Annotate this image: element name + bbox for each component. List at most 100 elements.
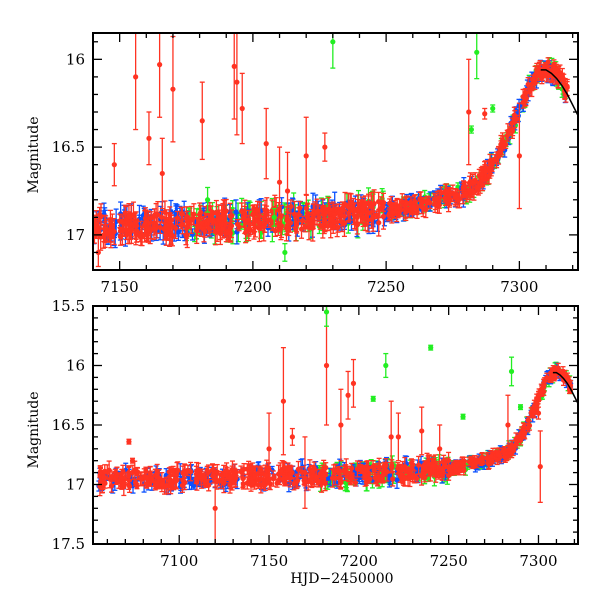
top-y-axis-title: Magnitude [26,116,42,193]
red-data-point [471,183,477,201]
red-data-point [133,211,139,235]
top-plot-frame [92,32,579,271]
green-outlier-point [282,243,288,262]
red-data-point [456,464,463,476]
y-tick-label: 16 [66,50,85,68]
red-data-point [204,465,210,475]
red-data-point [126,466,132,485]
red-data-point [374,210,380,220]
red-data-point [172,217,179,240]
red-data-point [137,230,143,243]
red-data-point [376,457,382,477]
red-data-point [380,201,386,212]
red-data-point [178,220,184,230]
red-data-point [287,464,293,474]
red-data-point [163,476,169,495]
red-data-point [446,465,452,472]
y-tick-label: 17.5 [52,535,85,553]
red-data-point [245,215,251,226]
red-data-point [218,473,225,490]
top-axis-ticks [92,33,578,271]
red-data-point [488,159,494,169]
red-data-point [126,203,132,230]
red-outlier-point [239,72,245,145]
red-data-point [120,464,126,479]
red-data-point [402,470,408,487]
red-outlier-point [388,400,394,474]
red-data-point [228,471,234,482]
red-outlier-point [505,394,511,456]
red-data-point [134,467,141,477]
x-tick-label: 7200 [340,552,378,570]
red-outlier-point [322,132,328,162]
red-data-point [134,482,140,490]
red-data-point [397,466,403,484]
red-data-point [432,194,438,214]
red-data-point [362,195,368,215]
red-data-point [180,470,186,491]
red-data-point [143,466,149,476]
red-data-point [297,200,303,216]
red-data-point [205,205,212,234]
red-data-point [537,389,543,397]
red-outlier-point [111,142,117,187]
red-data-point [234,218,241,230]
green-outlier-point [330,33,336,69]
red-data-point [502,452,508,462]
red-outlier-point [419,406,425,456]
x-tick-label: 7150 [250,552,288,570]
red-data-point [466,181,473,199]
green-outlier-point [204,186,211,213]
red-data-point [492,154,498,165]
bottom-x-tick-labels: 7100 7150 7200 7250 7300 [160,552,557,570]
green-outlier-point [428,344,434,351]
red-data-point [232,463,238,480]
red-data-point [364,460,370,481]
y-tick-label: 16 [66,357,85,375]
red-data-point [250,477,256,488]
red-data-point [283,471,290,485]
red-data-point [126,479,133,494]
red-data-point [529,79,535,98]
red-data-point [485,451,491,465]
red-data-point [252,216,258,238]
bottom-data-points [96,306,574,544]
red-data-point [436,196,442,214]
red-outlier-point [350,358,357,408]
bottom-y-axis-title: Magnitude [26,391,42,468]
red-data-point [475,180,482,196]
red-data-point [271,473,277,481]
red-data-point [544,372,550,383]
red-data-point [256,218,262,228]
red-data-point [166,471,172,491]
red-data-point [507,442,513,452]
red-data-point [331,203,337,226]
red-data-point [238,465,244,478]
red-outlier-point [199,81,205,161]
x-tick-label: 7100 [160,552,198,570]
red-data-point [295,473,301,488]
x-tick-label: 7300 [519,552,557,570]
red-data-point [107,209,114,230]
red-data-point [210,210,216,231]
red-outlier-point [280,346,287,456]
red-data-point [116,474,122,489]
red-data-point [227,223,233,243]
red-data-point [117,227,124,246]
red-data-point [261,207,267,227]
red-data-point [241,208,247,228]
red-data-point [159,210,165,224]
red-data-point [525,77,531,92]
red-data-point [455,192,461,209]
red-data-point [371,465,377,476]
red-data-point [504,129,510,142]
red-data-point [102,464,108,479]
red-data-point [522,88,528,107]
red-data-point [99,474,105,494]
red-outlier-point [284,151,291,231]
green-outlier-point [383,352,389,379]
x-tick-label: 7150 [101,278,139,296]
red-data-point [246,460,252,478]
red-data-point [159,480,165,488]
